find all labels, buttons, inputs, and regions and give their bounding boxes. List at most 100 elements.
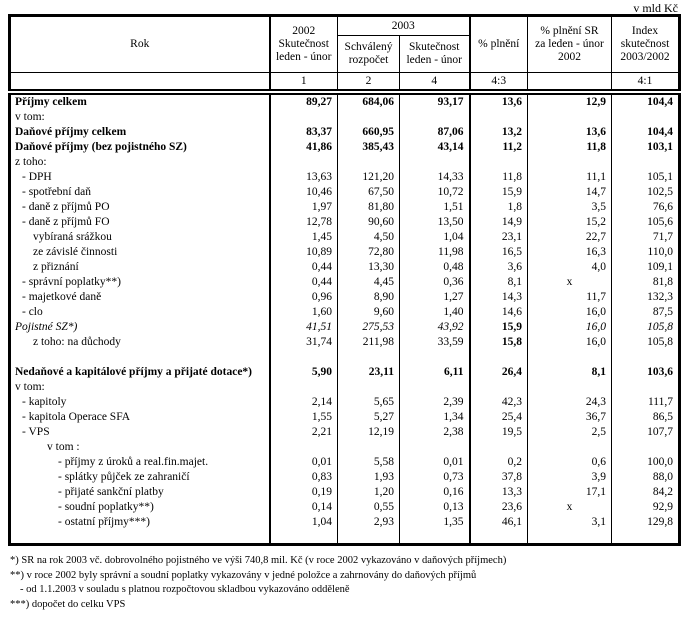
cell-value [527, 110, 612, 125]
table-body: Příjmy celkem 89,27 684,06 93,17 13,6 12,9 104… [9, 92, 680, 545]
row-label: - kapitola Operace SFA [9, 410, 271, 425]
table-row: - daně z příjmů PO 1,97 81,80 1,51 1,8 3,5 76,… [9, 200, 680, 215]
cell-value: 660,95 [337, 125, 400, 140]
cell-value: 105,8 [647, 321, 673, 333]
cell-value: 31,74 [269, 335, 338, 350]
row-label: - clo [9, 305, 271, 320]
cell-value: 0,44 [269, 275, 338, 290]
header-skutecnost-2003: Skutečnost leden - únor [399, 35, 471, 73]
header-index-line3: 2003/2002 [620, 51, 670, 63]
header-index: Index skutečnost 2003/2002 [612, 16, 680, 73]
colnum-sr [527, 72, 612, 95]
header-plneni-sr-line2: za leden - únor [535, 38, 604, 50]
row-label: - správní poplatky**) [9, 275, 271, 290]
cell-value: 105,8 [647, 336, 673, 348]
budget-table: Rok 2002 Skutečnost leden - únor 2003 % … [8, 14, 681, 546]
cell-value: 4,0 [527, 260, 612, 275]
header-2002-skutecnost: Skutečnost [278, 38, 329, 50]
cell-value [269, 350, 338, 365]
cell-value: 41,86 [269, 140, 338, 155]
header-2003: 2003 [337, 15, 471, 36]
header-plneni-sr-line3: 2002 [558, 51, 581, 63]
table-row [9, 530, 680, 545]
cell-value: 86,5 [652, 411, 673, 423]
header-2002: 2002 Skutečnost leden - únor [269, 15, 338, 73]
cell-value: 684,06 [337, 92, 400, 110]
header-plneni-sr: % plnění SR za leden - únor 2002 [527, 15, 612, 73]
cell-value: 43,14 [399, 140, 471, 155]
cell-value: 26,4 [469, 365, 528, 380]
table-row: - soudní poplatky**) 0,14 0,55 0,13 23,6 x 92,… [9, 500, 680, 515]
cell-value [399, 380, 471, 395]
cell-value: 1,45 [269, 230, 338, 245]
cell-value [269, 380, 338, 395]
table-row: v tom: [9, 380, 680, 395]
header-index-line1: Index [631, 25, 659, 37]
cell-value: 0,83 [269, 470, 338, 485]
cell-value: 5,27 [337, 410, 400, 425]
cell-value: 71,7 [652, 231, 673, 243]
cell-value: 16,5 [469, 245, 528, 260]
cell-value: 87,5 [652, 306, 673, 318]
cell-value: 0,16 [399, 485, 471, 500]
row-label: z přiznání [9, 260, 271, 275]
header-index-line2: skutečnost [620, 38, 670, 50]
footnote: *) SR na rok 2003 vč. dobrovolného pojis… [10, 555, 507, 566]
row-label: v tom : [9, 440, 271, 455]
footnotes: *) SR na rok 2003 vč. dobrovolného pojis… [10, 554, 680, 612]
cell-value: 111,7 [647, 396, 673, 408]
row-label: - kapitoly [9, 395, 271, 410]
cell-value: 1,40 [399, 305, 471, 320]
cell-value [269, 530, 338, 545]
cell-value: 2,38 [399, 425, 471, 440]
cell-value: 23,1 [469, 230, 528, 245]
cell-value: 15,9 [469, 185, 528, 200]
table-row: Nedaňové a kapitálové příjmy a přijaté d… [9, 365, 680, 380]
cell-value: 3,1 [527, 515, 612, 530]
table-row: Daňové příjmy celkem 83,37 660,95 87,06 13,2… [9, 125, 680, 140]
cell-value: 8,90 [337, 290, 400, 305]
table-row: - majetkové daně 0,96 8,90 1,27 14,3 11,7 132,… [9, 290, 680, 305]
table-row: ze závislé činnosti 10,89 72,80 11,98 16,5 16… [9, 245, 680, 260]
table-row: Příjmy celkem 89,27 684,06 93,17 13,6 12,9 104… [9, 92, 680, 110]
cell-value: 14,7 [527, 185, 612, 200]
table-row: - kapitoly 2,14 5,65 2,39 42,3 24,3 111,7 [9, 395, 680, 410]
cell-value: 385,43 [337, 140, 400, 155]
cell-value [399, 350, 471, 365]
cell-value: 10,89 [269, 245, 338, 260]
row-label: v tom: [9, 380, 271, 395]
row-label: vybíraná srážkou [9, 230, 271, 245]
cell-value [469, 380, 528, 395]
cell-value: 1,97 [269, 200, 338, 215]
cell-value: 93,17 [399, 92, 471, 110]
cell-value: 81,80 [337, 200, 400, 215]
cell-value: 0,19 [269, 485, 338, 500]
table-row: z toho: na důchody 31,74 211,98 33,59 15,8 16… [9, 335, 680, 350]
cell-value: 22,7 [527, 230, 612, 245]
cell-value: 1,34 [399, 410, 471, 425]
unit-label: v mld Kč [633, 1, 678, 15]
colnum-1: 1 [269, 72, 338, 95]
cell-value: 2,5 [527, 425, 612, 440]
cell-value: 0,55 [337, 500, 400, 515]
row-label [9, 530, 271, 545]
cell-value: 37,8 [469, 470, 528, 485]
cell-value: 0,6 [527, 455, 612, 470]
cell-value: 104,4 [647, 96, 673, 108]
cell-value: 275,53 [337, 320, 400, 335]
cell-value: 2,93 [337, 515, 400, 530]
cell-value: 11,98 [399, 245, 471, 260]
cell-value: 90,60 [337, 215, 400, 230]
cell-value: 17,1 [527, 485, 612, 500]
cell-value: 12,19 [337, 425, 400, 440]
table-row: z toho: [9, 155, 680, 170]
cell-value: 84,2 [652, 486, 673, 498]
cell-value [612, 350, 680, 365]
cell-value [399, 530, 471, 545]
cell-value: 0,36 [399, 275, 471, 290]
header-rok: Rok [9, 15, 271, 73]
cell-value: 72,80 [337, 245, 400, 260]
cell-value: 10,46 [269, 185, 338, 200]
table-header: Rok 2002 Skutečnost leden - únor 2003 % … [9, 15, 680, 95]
